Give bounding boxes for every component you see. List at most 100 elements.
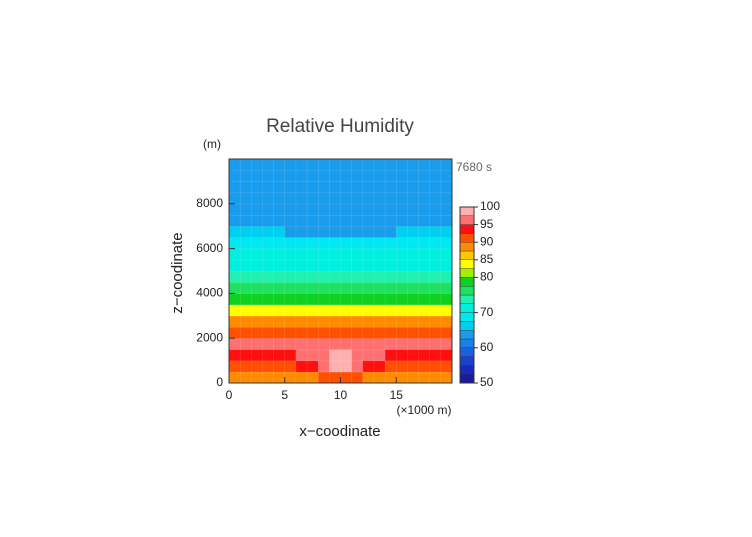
y-tick-label: 8000 [196,196,223,210]
contour-cell [373,158,386,171]
contour-cell [262,293,275,306]
contour-cell [440,371,453,384]
contour-cell [317,326,330,339]
contour-cell [284,192,297,205]
colorbar-segment [459,374,475,384]
contour-cell [251,203,264,216]
colorbar-segment [459,241,475,252]
contour-cell [362,337,375,350]
contour-cell [239,169,252,182]
contour-cell [228,225,241,238]
contour-cell [317,192,330,205]
colorbar-tick-label: 50 [480,375,494,389]
contour-cell [362,360,375,373]
contour-cell [373,214,386,227]
contour-cell [306,158,319,171]
contour-cell [317,270,330,283]
colorbar-segment [459,206,475,217]
contour-cell [251,349,264,362]
contour-cell [340,293,353,306]
contour-cell [373,248,386,261]
contour-cell [340,337,353,350]
contour-cell [351,181,364,194]
contour-cell [262,225,275,238]
contour-cell [407,337,420,350]
contour-cell [295,225,308,238]
contour-cell [228,371,241,384]
contour-cell [329,169,342,182]
chart-title: Relative Humidity [266,116,414,137]
colorbar-segment [459,250,475,261]
contour-cell [228,360,241,373]
contour-cell [418,225,431,238]
contour-cell [351,360,364,373]
y-tick-label: 2000 [196,330,223,344]
contour-cell [384,225,397,238]
contour-cell [228,203,241,216]
contour-cell [440,181,453,194]
contour-cell [429,270,442,283]
contour-cell [429,371,442,384]
contour-cell [362,181,375,194]
contour-cell [351,248,364,261]
contour-cell [251,360,264,373]
contour-cell [251,304,264,317]
contour-cell [228,214,241,227]
contour-cell [228,181,241,194]
contour-cell [262,203,275,216]
contour-cell [317,237,330,250]
contour-cell [273,304,286,317]
contour-cell [396,315,408,328]
contour-cell [295,158,308,171]
contour-cell [239,326,252,339]
contour-cell [273,214,286,227]
contour-cell [418,349,431,362]
contour-cell [262,192,275,205]
contour-cell [418,315,431,328]
contour-cell [284,293,297,306]
contour-cell [384,169,397,182]
contour-cell [407,192,420,205]
contour-cell [362,315,375,328]
colorbar-segment [459,268,475,278]
contour-cell [362,326,375,339]
contour-cell [251,237,264,250]
contour-cell [239,225,252,238]
contour-cell [351,315,364,328]
contour-cell [418,203,431,216]
contour-cell [262,248,275,261]
contour-cell [239,349,252,362]
colorbar-segment [459,277,475,287]
contour-cell [273,281,286,294]
contour-cell [329,281,342,294]
contour-cell [306,248,319,261]
contour-cell [384,360,397,373]
contour-cell [306,225,319,238]
contour-cell [384,326,397,339]
contour-cell [239,181,252,194]
contour-cell [284,349,297,362]
contour-cell [418,214,431,227]
contour-cell [418,360,431,373]
contour-cell [429,304,442,317]
contour-cell [284,169,297,182]
contour-cell [373,349,386,362]
colorbar-segment [459,338,475,349]
contour-cell [384,214,397,227]
contour-cell [317,304,330,317]
contour-cell [407,237,420,250]
contour-cell [251,293,264,306]
contour-cell [228,293,241,306]
contour-cell [262,214,275,227]
contour-cell [284,225,297,238]
contour-cell [396,259,408,272]
x-tick-label: 15 [390,388,404,402]
contour-cell [340,181,353,194]
colorbar-segment [459,224,475,234]
contour-cell [239,315,252,328]
contour-cell [440,315,453,328]
contour-cell [329,337,342,350]
contour-cell [284,337,297,350]
contour-cell [396,225,408,238]
contour-cell [340,315,353,328]
